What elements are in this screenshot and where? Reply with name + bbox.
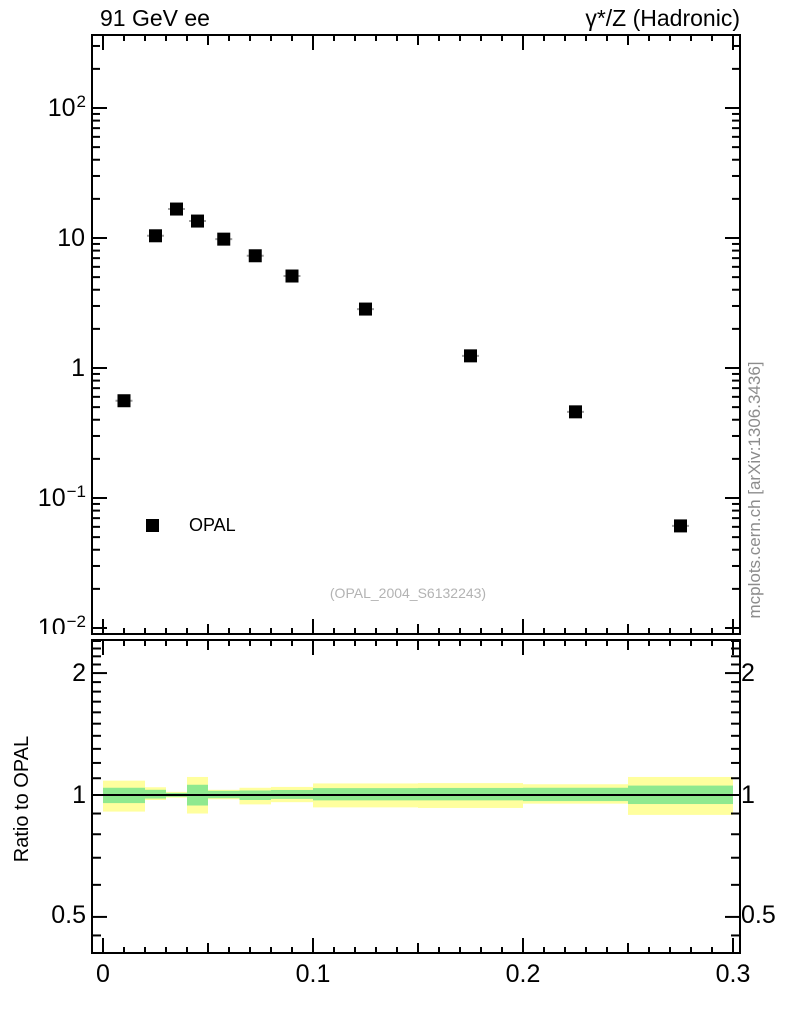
data-point: [464, 349, 477, 363]
mcplots-arxiv-note: mcplots.cern.ch [arXiv:1306.3436]: [745, 361, 764, 619]
x-tick-label-0p1: 0.1: [295, 960, 331, 988]
plot-title-right: γ*/Z (Hadronic): [585, 5, 740, 31]
ratio-tick-label-2-left: 2: [72, 659, 86, 687]
data-point: [569, 405, 582, 419]
y-tick-label-10: 10: [57, 224, 85, 252]
y-tick-label-0p01: 10−2: [37, 612, 86, 634]
data-point: [117, 394, 131, 408]
data-point: [149, 229, 162, 243]
ratio-y-axis-ticks: [93, 640, 739, 937]
main-y-axis-ticks: [93, 44, 739, 629]
data-point: [674, 519, 687, 533]
x-axis-ticks: [102, 36, 734, 952]
data-point: [248, 249, 262, 263]
y-tick-label-100: 102: [47, 92, 86, 122]
y-tick-label-1: 1: [71, 354, 85, 382]
data-point: [359, 302, 372, 316]
ratio-y-axis-title: Ratio to OPAL: [11, 735, 33, 863]
x-tick-label-0: 0: [96, 960, 110, 988]
ratio-tick-label-1-left: 1: [72, 781, 86, 809]
data-point: [217, 232, 231, 246]
y-tick-label-0p1: 10−1: [37, 482, 86, 512]
panel-frames: [91, 34, 741, 954]
legend-marker-filled-square: [146, 519, 159, 532]
ratio-tick-label-0p5-left: 0.5: [51, 901, 86, 929]
data-points: [115, 202, 689, 533]
ratio-tick-label-1-right: 1: [741, 781, 755, 809]
ratio-tick-label-2-right: 2: [741, 659, 755, 687]
main-y-axis-labels: 102 10 1 10−1 10−2: [0, 0, 92, 634]
analysis-id-watermark: (OPAL_2004_S6132243): [329, 585, 487, 601]
legend-label: OPAL: [189, 515, 236, 535]
data-point: [170, 202, 183, 216]
data-point: [285, 269, 299, 283]
data-point: [191, 214, 204, 228]
ratio-tick-label-0p5-right: 0.5: [741, 901, 776, 929]
x-tick-label-0p2: 0.2: [505, 960, 541, 988]
x-tick-label-0p3: 0.3: [715, 960, 751, 988]
plot-title-left: 91 GeV ee: [100, 5, 210, 31]
